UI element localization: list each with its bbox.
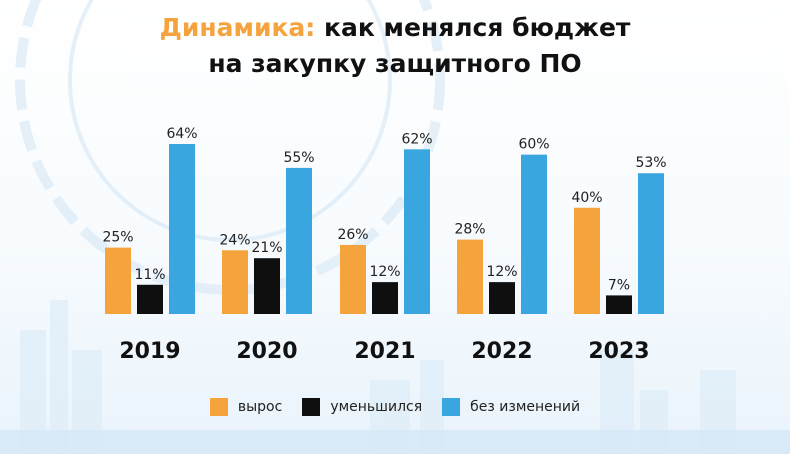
data-label-unchanged-2021: 62% xyxy=(401,131,432,147)
legend-item-growth: вырос xyxy=(209,398,283,416)
legend-label-decrease: уменьшился xyxy=(330,399,423,415)
title-line-1: Динамика: как менялся бюджет xyxy=(0,10,790,46)
data-label-growth-2023: 40% xyxy=(571,190,602,206)
x-tick-label-2021: 2021 xyxy=(354,339,415,364)
x-tick-label-2019: 2019 xyxy=(119,339,180,364)
data-label-decrease-2022: 12% xyxy=(486,264,517,280)
bar-growth-2019 xyxy=(105,247,131,314)
legend: вырос уменьшился без изменений xyxy=(0,398,790,416)
bar-decrease-2021 xyxy=(372,282,398,314)
legend-swatch-decrease xyxy=(302,398,321,416)
chart-title: Динамика: как менялся бюджет на закупку … xyxy=(0,10,790,82)
data-label-decrease-2021: 12% xyxy=(369,264,400,280)
data-label-growth-2021: 26% xyxy=(337,227,368,243)
legend-item-decrease: уменьшился xyxy=(302,398,422,416)
bar-unchanged-2021 xyxy=(404,149,430,314)
title-line-1-rest: как менялся бюджет xyxy=(324,13,631,42)
bar-growth-2020 xyxy=(222,250,248,314)
bar-growth-2022 xyxy=(457,239,483,314)
x-tick-label-2023: 2023 xyxy=(588,339,649,364)
data-label-unchanged-2019: 64% xyxy=(166,126,197,142)
legend-label-growth: вырос xyxy=(237,399,283,415)
data-label-decrease-2020: 21% xyxy=(251,240,282,256)
bar-decrease-2022 xyxy=(489,282,515,314)
bar-decrease-2019 xyxy=(137,284,163,314)
data-label-unchanged-2023: 53% xyxy=(635,155,666,171)
bar-unchanged-2020 xyxy=(286,167,312,314)
data-label-decrease-2019: 11% xyxy=(134,267,165,283)
title-accent: Динамика: xyxy=(159,13,316,42)
data-label-growth-2019: 25% xyxy=(102,230,133,246)
legend-swatch-growth xyxy=(209,398,228,416)
bar-growth-2023 xyxy=(574,207,600,314)
data-label-growth-2020: 24% xyxy=(219,232,250,248)
title-line-2: на закупку защитного ПО xyxy=(208,49,582,78)
legend-item-unchanged: без изменений xyxy=(442,398,580,416)
bar-unchanged-2023 xyxy=(638,173,664,314)
legend-label-unchanged: без изменений xyxy=(470,399,581,415)
data-label-unchanged-2022: 60% xyxy=(518,137,549,153)
bar-decrease-2020 xyxy=(254,258,280,314)
x-tick-label-2022: 2022 xyxy=(471,339,532,364)
data-label-growth-2022: 28% xyxy=(454,222,485,238)
x-tick-label-2020: 2020 xyxy=(236,339,297,364)
data-label-unchanged-2020: 55% xyxy=(283,150,314,166)
bar-decrease-2023 xyxy=(606,295,632,314)
bar-unchanged-2022 xyxy=(521,154,547,314)
bar-growth-2021 xyxy=(340,244,366,314)
bar-unchanged-2019 xyxy=(169,144,195,314)
legend-swatch-unchanged xyxy=(442,398,461,416)
data-label-decrease-2023: 7% xyxy=(608,277,630,293)
